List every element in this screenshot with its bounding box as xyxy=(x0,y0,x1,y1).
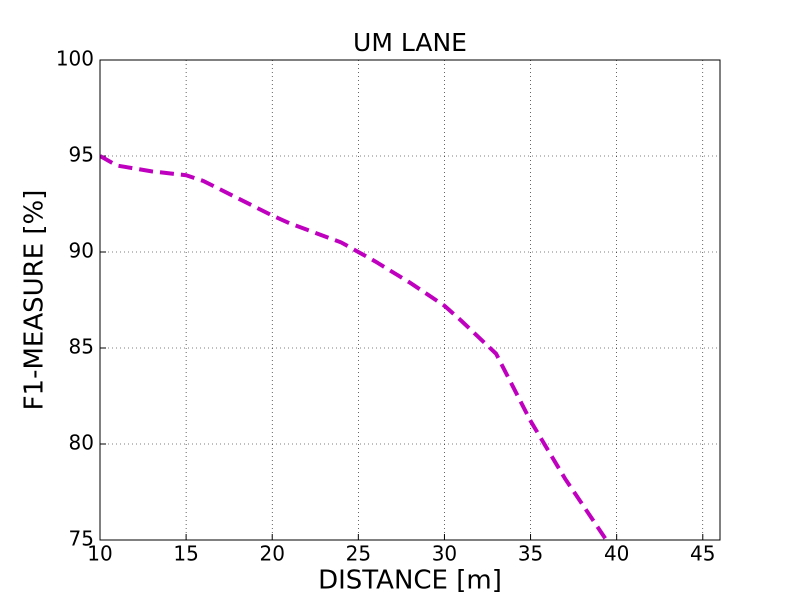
x-tick-label: 25 xyxy=(346,542,371,566)
x-tick-label: 20 xyxy=(259,542,284,566)
x-tick-label: 30 xyxy=(432,542,457,566)
x-tick-label: 45 xyxy=(690,542,715,566)
y-tick-label: 85 xyxy=(69,335,94,359)
y-tick-label: 80 xyxy=(69,431,94,455)
x-tick-label: 35 xyxy=(518,542,543,566)
x-axis-label: DISTANCE [m] xyxy=(318,566,502,596)
chart-title: UM LANE xyxy=(353,28,467,57)
y-tick-label: 95 xyxy=(69,143,94,167)
y-axis-label: F1-MEASURE [%] xyxy=(20,190,50,411)
x-tick-label: 10 xyxy=(87,542,112,566)
y-tick-label: 100 xyxy=(56,47,94,71)
x-tick-label: 15 xyxy=(173,542,198,566)
y-tick-label: 75 xyxy=(69,527,94,551)
data-line xyxy=(100,154,608,540)
x-tick-label: 40 xyxy=(604,542,629,566)
plot-frame xyxy=(99,59,721,541)
y-tick-label: 90 xyxy=(69,239,94,263)
